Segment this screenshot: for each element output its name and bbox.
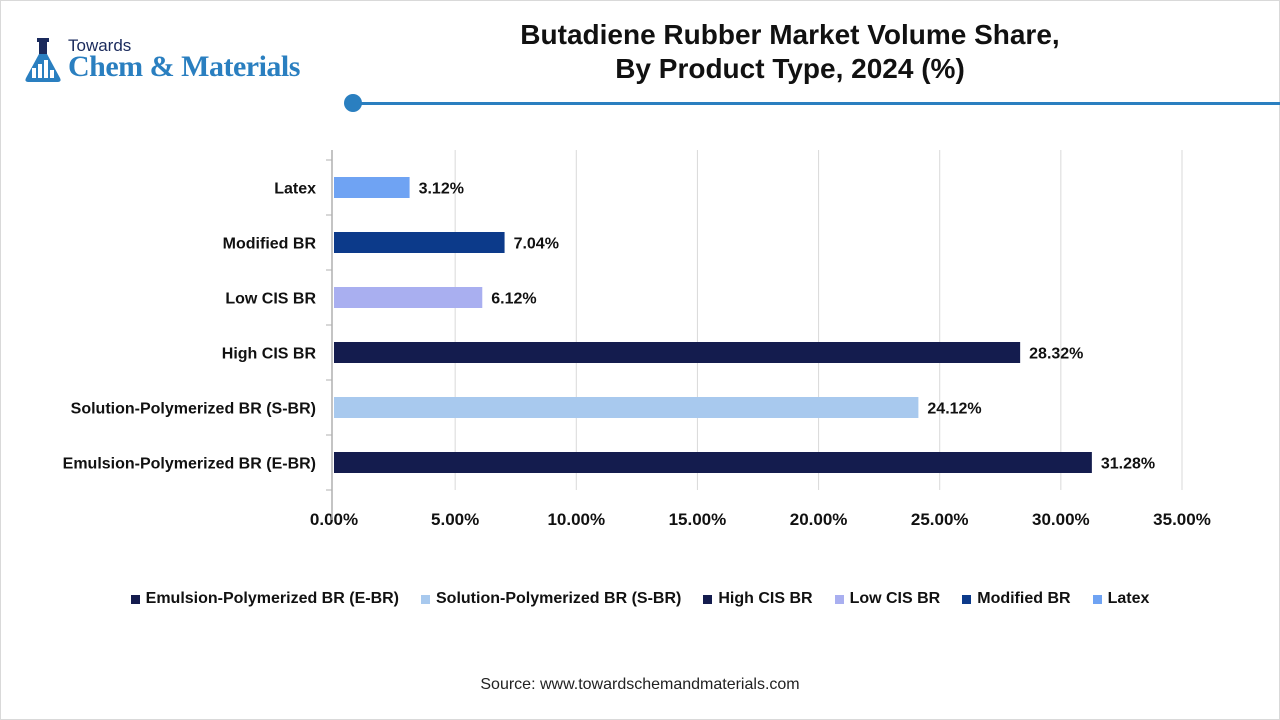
flask-logo-icon	[25, 38, 61, 82]
x-tick-label: 10.00%	[547, 510, 605, 529]
bar-value-label: 3.12%	[419, 181, 464, 198]
category-label: High CIS BR	[222, 346, 317, 363]
x-tick-label: 35.00%	[1153, 510, 1211, 529]
x-tick-label: 20.00%	[790, 510, 848, 529]
logo: Towards Chem & Materials	[22, 36, 342, 86]
legend-label: High CIS BR	[718, 590, 813, 607]
legend-label: Latex	[1107, 590, 1150, 607]
bar-value-label: 31.28%	[1101, 456, 1155, 473]
legend-label: Modified BR	[977, 590, 1071, 607]
bar	[334, 177, 410, 198]
legend-swatch	[130, 594, 140, 604]
bar	[334, 452, 1092, 473]
title-line-2: By Product Type, 2024 (%)	[615, 53, 965, 84]
x-tick-label: 30.00%	[1032, 510, 1090, 529]
legend-swatch	[703, 594, 713, 604]
legend-label: Low CIS BR	[849, 590, 941, 607]
logo-towards-text: Towards	[68, 36, 132, 55]
legend-item: Emulsion-Polymerized BR (E-BR)	[130, 590, 399, 608]
x-tick-label: 5.00%	[431, 510, 479, 529]
legend-label: Solution-Polymerized BR (S-BR)	[436, 590, 682, 607]
x-tick-label: 25.00%	[911, 510, 969, 529]
bar-value-label: 28.32%	[1029, 346, 1083, 363]
legend-swatch	[421, 594, 430, 604]
logo-name-text: Chem & Materials	[68, 50, 300, 83]
legend-item: Latex	[1092, 590, 1150, 608]
chart-title: Butadiene Rubber Market Volume Share, By…	[440, 18, 1140, 86]
bar	[334, 342, 1021, 363]
bar	[334, 232, 505, 253]
legend-swatch	[962, 594, 972, 604]
source-text: Source: www.towardschemandmaterials.com	[480, 676, 800, 693]
title-underline	[354, 102, 1280, 105]
category-label: Solution-Polymerized BR (S-BR)	[71, 401, 316, 418]
category-label: Low CIS BR	[225, 291, 316, 308]
x-tick-label: 15.00%	[669, 510, 727, 529]
category-label: Latex	[274, 181, 316, 198]
legend-label: Emulsion-Polymerized BR (E-BR)	[145, 590, 399, 607]
legend-item: High CIS BR	[703, 590, 813, 608]
chart-legend: Emulsion-Polymerized BR (E-BR) Solution-P…	[0, 590, 1280, 608]
bar	[334, 287, 483, 308]
legend-item: Low CIS BR	[834, 590, 941, 608]
category-label: Modified BR	[223, 236, 317, 253]
x-tick-label: 0.00%	[310, 510, 358, 529]
title-line-1: Butadiene Rubber Market Volume Share,	[520, 19, 1060, 50]
legend-item: Solution-Polymerized BR (S-BR)	[421, 590, 681, 608]
bar-value-label: 6.12%	[491, 291, 536, 308]
bar-value-label: 24.12%	[927, 401, 981, 418]
legend-swatch	[1092, 594, 1102, 604]
legend-swatch	[834, 594, 844, 604]
category-label: Emulsion-Polymerized BR (E-BR)	[63, 456, 316, 473]
bar	[334, 397, 919, 418]
bar-value-label: 7.04%	[514, 236, 559, 253]
legend-item: Modified BR	[962, 590, 1071, 608]
title-underline-dot	[344, 94, 362, 112]
bar-chart: 0.00% 5.00% 10.00% 15.00% 20.00% 25.00% 30.00%…	[63, 150, 1211, 529]
